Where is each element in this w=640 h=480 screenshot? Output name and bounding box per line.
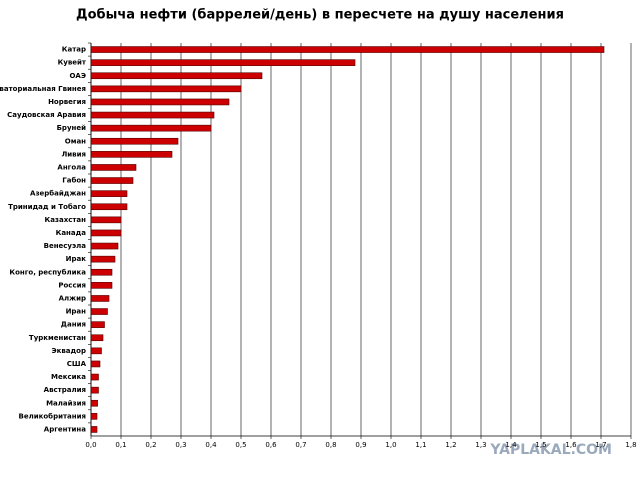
x-tick-label: 1,5 <box>535 441 546 449</box>
bar <box>90 295 110 302</box>
bar <box>90 334 104 342</box>
bar <box>90 399 98 407</box>
y-tick-label: Россия <box>58 281 86 289</box>
y-tick-label: Эквадор <box>51 347 86 355</box>
x-tick-label: 0,5 <box>235 441 246 449</box>
bar <box>90 203 128 211</box>
x-tick-label: 0,1 <box>115 441 126 449</box>
bar <box>90 229 122 237</box>
y-tick-label: Конго, республика <box>9 268 86 276</box>
bar <box>90 426 98 433</box>
x-tick-label: 1,4 <box>505 441 517 449</box>
bar <box>90 151 173 158</box>
bar <box>90 137 179 145</box>
x-tick-label: 1,3 <box>475 441 486 449</box>
y-tick-label: ОАЭ <box>69 72 86 80</box>
bar <box>90 255 116 263</box>
bar <box>90 46 605 53</box>
bar <box>90 111 215 119</box>
bar <box>90 190 128 197</box>
y-tick-label: Казахстан <box>44 216 86 224</box>
y-tick-label: Саудовская Аравия <box>7 111 86 119</box>
x-tick-label: 1,1 <box>415 441 426 449</box>
y-tick-label: Оман <box>65 137 86 145</box>
y-tick-label: Азербайджан <box>30 190 86 198</box>
x-tick-label: 0,4 <box>205 441 217 449</box>
x-tick-label: 0,8 <box>325 441 336 449</box>
bar <box>90 72 263 80</box>
x-tick-label: 1,2 <box>445 441 456 449</box>
bar <box>90 59 356 66</box>
bar <box>90 242 119 250</box>
x-tick-label: 0,2 <box>145 441 156 449</box>
bar <box>90 347 102 355</box>
bar <box>90 373 99 381</box>
x-tick-label: 0,3 <box>175 441 186 449</box>
y-tick-label: Великобритания <box>19 412 87 420</box>
bar <box>90 164 137 171</box>
y-tick-label: Тринидад и Тобаго <box>8 203 86 211</box>
x-tick-label: 1,6 <box>565 441 577 449</box>
bar <box>90 282 113 289</box>
x-tick-label: 1,7 <box>595 441 606 449</box>
x-tick-label: 0,6 <box>265 441 277 449</box>
bar <box>90 321 105 328</box>
y-tick-label: Венесуэла <box>44 242 87 250</box>
y-tick-label: Бруней <box>57 124 86 132</box>
y-tick-label: Габон <box>62 177 86 185</box>
watermark: YAPLAKAL.COM <box>489 442 612 458</box>
y-tick-label: Экваториальная Гвинея <box>0 85 86 93</box>
y-tick-label: Малайзия <box>46 399 86 407</box>
chart-title: Добыча нефти (баррелей/день) в пересчете… <box>76 8 564 23</box>
y-tick-label: Ангола <box>57 163 86 171</box>
x-tick-label: 1,0 <box>385 441 396 449</box>
x-tick-label: 0,7 <box>295 441 306 449</box>
y-tick-label: Алжир <box>59 294 86 302</box>
y-tick-label: Ирак <box>66 255 87 263</box>
y-tick-label: Катар <box>62 46 86 54</box>
y-tick-label: Австралия <box>44 386 86 394</box>
y-tick-label: Кувейт <box>58 59 87 67</box>
y-tick-label: Норвегия <box>48 98 86 106</box>
x-tick-label: 0,9 <box>355 441 366 449</box>
bar <box>90 85 242 93</box>
y-tick-label: Дания <box>61 321 86 329</box>
y-tick-label: Иран <box>66 308 87 316</box>
y-tick-label: США <box>67 360 87 368</box>
x-tick-label: 0,0 <box>85 441 96 449</box>
bar <box>90 413 98 420</box>
y-tick-label: Мексика <box>51 373 86 381</box>
bar <box>90 268 113 276</box>
bar <box>90 177 134 184</box>
bar <box>90 308 108 315</box>
y-tick-label: Канада <box>56 229 87 237</box>
x-tick-label: 1,8 <box>625 441 636 449</box>
bar <box>90 124 212 132</box>
bar <box>90 360 101 368</box>
y-tick-label: Аргентина <box>44 425 86 433</box>
y-tick-label: Ливия <box>61 150 86 158</box>
bar <box>90 216 122 224</box>
bar <box>90 98 230 106</box>
y-tick-label: Туркменистан <box>29 334 86 342</box>
bar <box>90 386 99 394</box>
